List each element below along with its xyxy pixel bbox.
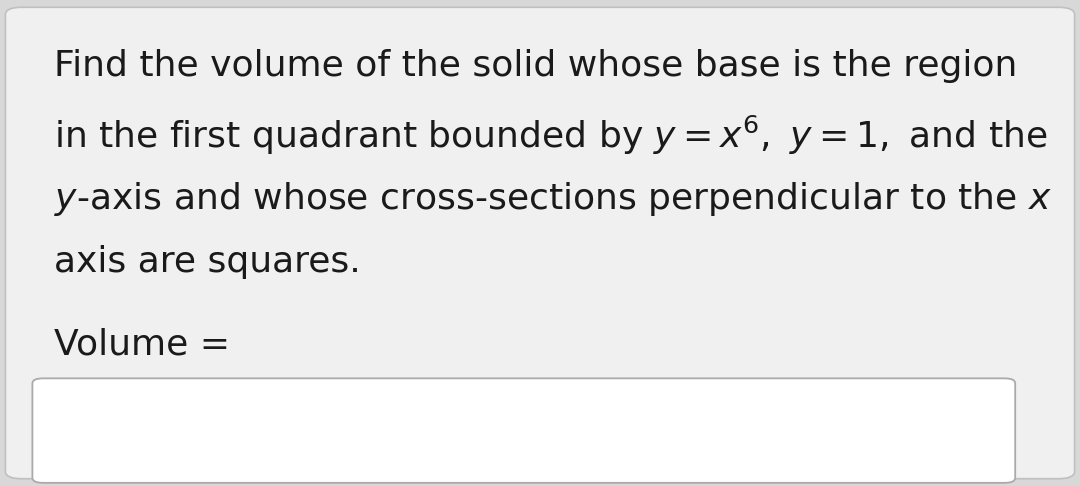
Text: Find the volume of the solid whose base is the region: Find the volume of the solid whose base … [54, 49, 1017, 83]
Text: in the first quadrant bounded by $y = x^{6},\ y = 1,$ and the: in the first quadrant bounded by $y = x^… [54, 114, 1048, 157]
Text: Volume =: Volume = [54, 328, 230, 362]
Text: axis are squares.: axis are squares. [54, 245, 361, 279]
Text: $y$-axis and whose cross-sections perpendicular to the $x$: $y$-axis and whose cross-sections perpen… [54, 180, 1052, 218]
FancyBboxPatch shape [5, 7, 1075, 479]
FancyBboxPatch shape [32, 379, 1015, 483]
